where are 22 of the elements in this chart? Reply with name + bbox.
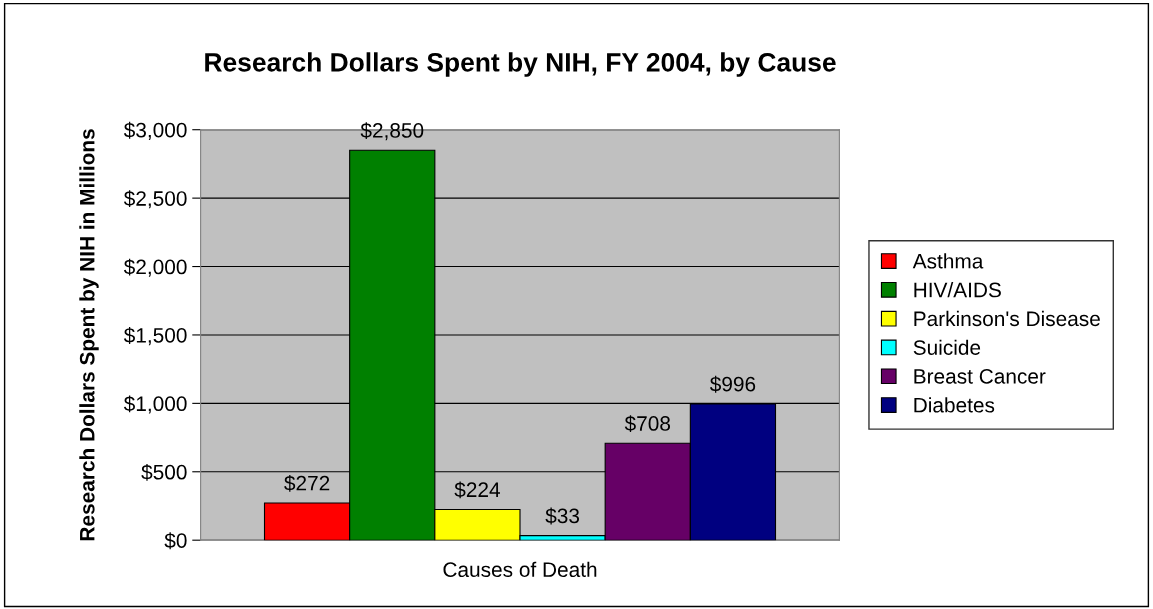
- data-label: $2,850: [360, 122, 424, 141]
- data-label: $708: [624, 415, 671, 433]
- y-axis-title: Research Dollars Spent by NIH in Millions: [79, 129, 99, 541]
- legend-label: Diabetes: [914, 397, 995, 413]
- y-tick-label: $0: [164, 532, 187, 550]
- data-label: $272: [284, 474, 330, 492]
- y-tick-label: $2,000: [123, 258, 187, 277]
- legend-label: HIV/AIDS: [914, 282, 1001, 298]
- y-tick-label: $1,000: [123, 395, 187, 414]
- chart-title: Research Dollars Spent by NIH, FY 2004, by Cause: [205, 52, 836, 77]
- y-tick-label: $3,000: [123, 121, 187, 140]
- legend-label: Parkinson's Disease: [914, 310, 1100, 327]
- data-label: $996: [709, 375, 756, 393]
- legend-label: Breast Cancer: [914, 368, 1046, 384]
- data-label: $224: [454, 481, 500, 499]
- y-tick-label: $2,500: [123, 190, 187, 209]
- y-tick-label: $1,500: [123, 327, 187, 346]
- legend-label: Suicide: [913, 339, 981, 355]
- x-axis-title: Causes of Death: [443, 561, 597, 578]
- y-tick-label: $500: [141, 463, 187, 481]
- legend-label: Asthma: [912, 253, 984, 269]
- data-label: $33: [545, 507, 580, 525]
